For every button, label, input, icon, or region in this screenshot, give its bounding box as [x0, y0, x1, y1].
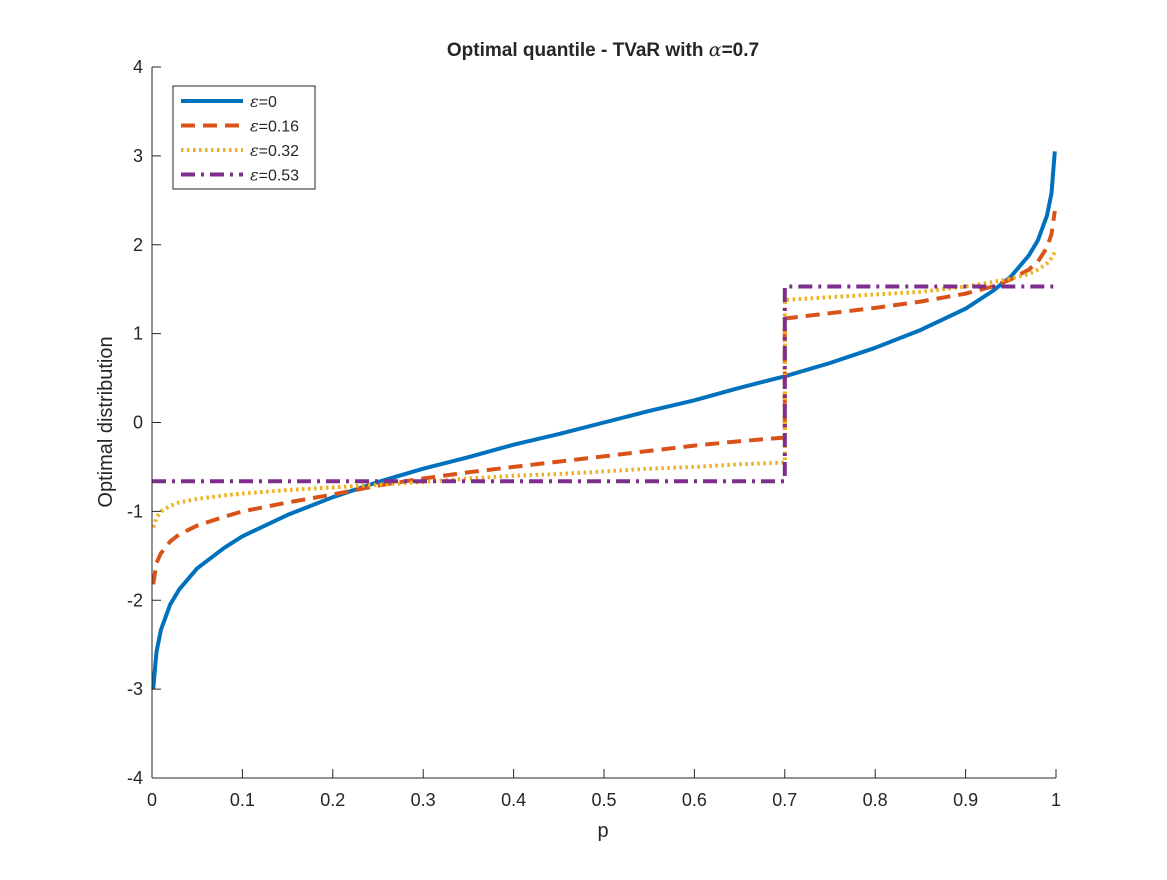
x-tick-label: 0.3 — [411, 790, 436, 810]
legend-label-2: ε=0.32 — [250, 141, 299, 160]
legend: ε=0ε=0.16ε=0.32ε=0.53 — [172, 85, 316, 190]
y-tick-label: -2 — [127, 590, 143, 610]
y-tick-label: 0 — [133, 413, 143, 433]
y-tick-label: 1 — [133, 324, 143, 344]
x-tick-label: 0.1 — [230, 790, 255, 810]
legend-value: =0 — [259, 94, 277, 111]
legend-epsilon-symbol: ε — [250, 141, 259, 160]
x-tick-label: 0.9 — [953, 790, 978, 810]
x-tick-label: 0.5 — [591, 790, 616, 810]
x-axis-label: p — [597, 820, 608, 842]
legend-label-0: ε=0 — [250, 92, 277, 111]
x-tick-label: 0.8 — [863, 790, 888, 810]
series-layer — [151, 151, 1057, 690]
ticks-layer: 0 0.1 0.2 0.3 0.4 0.5 0.6 0.7 0.8 0.9 1 -4 -3 -2 -1 0 1 2… — [127, 57, 1061, 810]
chart-title-prefix: Optimal quantile - TVaR with — [447, 40, 709, 61]
x-tick-label: 0.4 — [501, 790, 526, 810]
x-tick-label: 0.6 — [682, 790, 707, 810]
x-tick-label: 0 — [147, 790, 157, 810]
y-tick-label: -4 — [127, 768, 143, 788]
legend-epsilon-symbol: ε — [250, 92, 259, 111]
legend-label-1: ε=0.16 — [250, 117, 299, 136]
series-line-0 — [151, 151, 1057, 690]
y-tick-label: 4 — [133, 57, 143, 77]
x-tick-label: 1 — [1051, 790, 1061, 810]
y-tick-label: 2 — [133, 235, 143, 255]
chart-title-symbol: α — [709, 39, 722, 61]
legend-box — [172, 85, 316, 190]
chart-title: Optimal quantile - TVaR with α=0.7 — [447, 39, 759, 61]
chart-title-suffix: =0.7 — [722, 40, 760, 61]
y-tick-label: -3 — [127, 679, 143, 699]
y-tick-label: 3 — [133, 146, 143, 166]
x-tick-label: 0.7 — [772, 790, 797, 810]
legend-label-3: ε=0.53 — [250, 166, 299, 185]
series-line-1 — [151, 210, 1057, 585]
y-tick-label: -1 — [127, 501, 143, 521]
legend-value: =0.53 — [259, 168, 300, 185]
legend-epsilon-symbol: ε — [250, 166, 259, 185]
series-line-3 — [152, 284, 1056, 484]
x-tick-label: 0.2 — [320, 790, 345, 810]
legend-value: =0.16 — [259, 119, 300, 136]
legend-value: =0.32 — [259, 143, 300, 160]
y-axis-label: Optimal distribution — [95, 336, 117, 507]
legend-epsilon-symbol: ε — [250, 117, 259, 136]
